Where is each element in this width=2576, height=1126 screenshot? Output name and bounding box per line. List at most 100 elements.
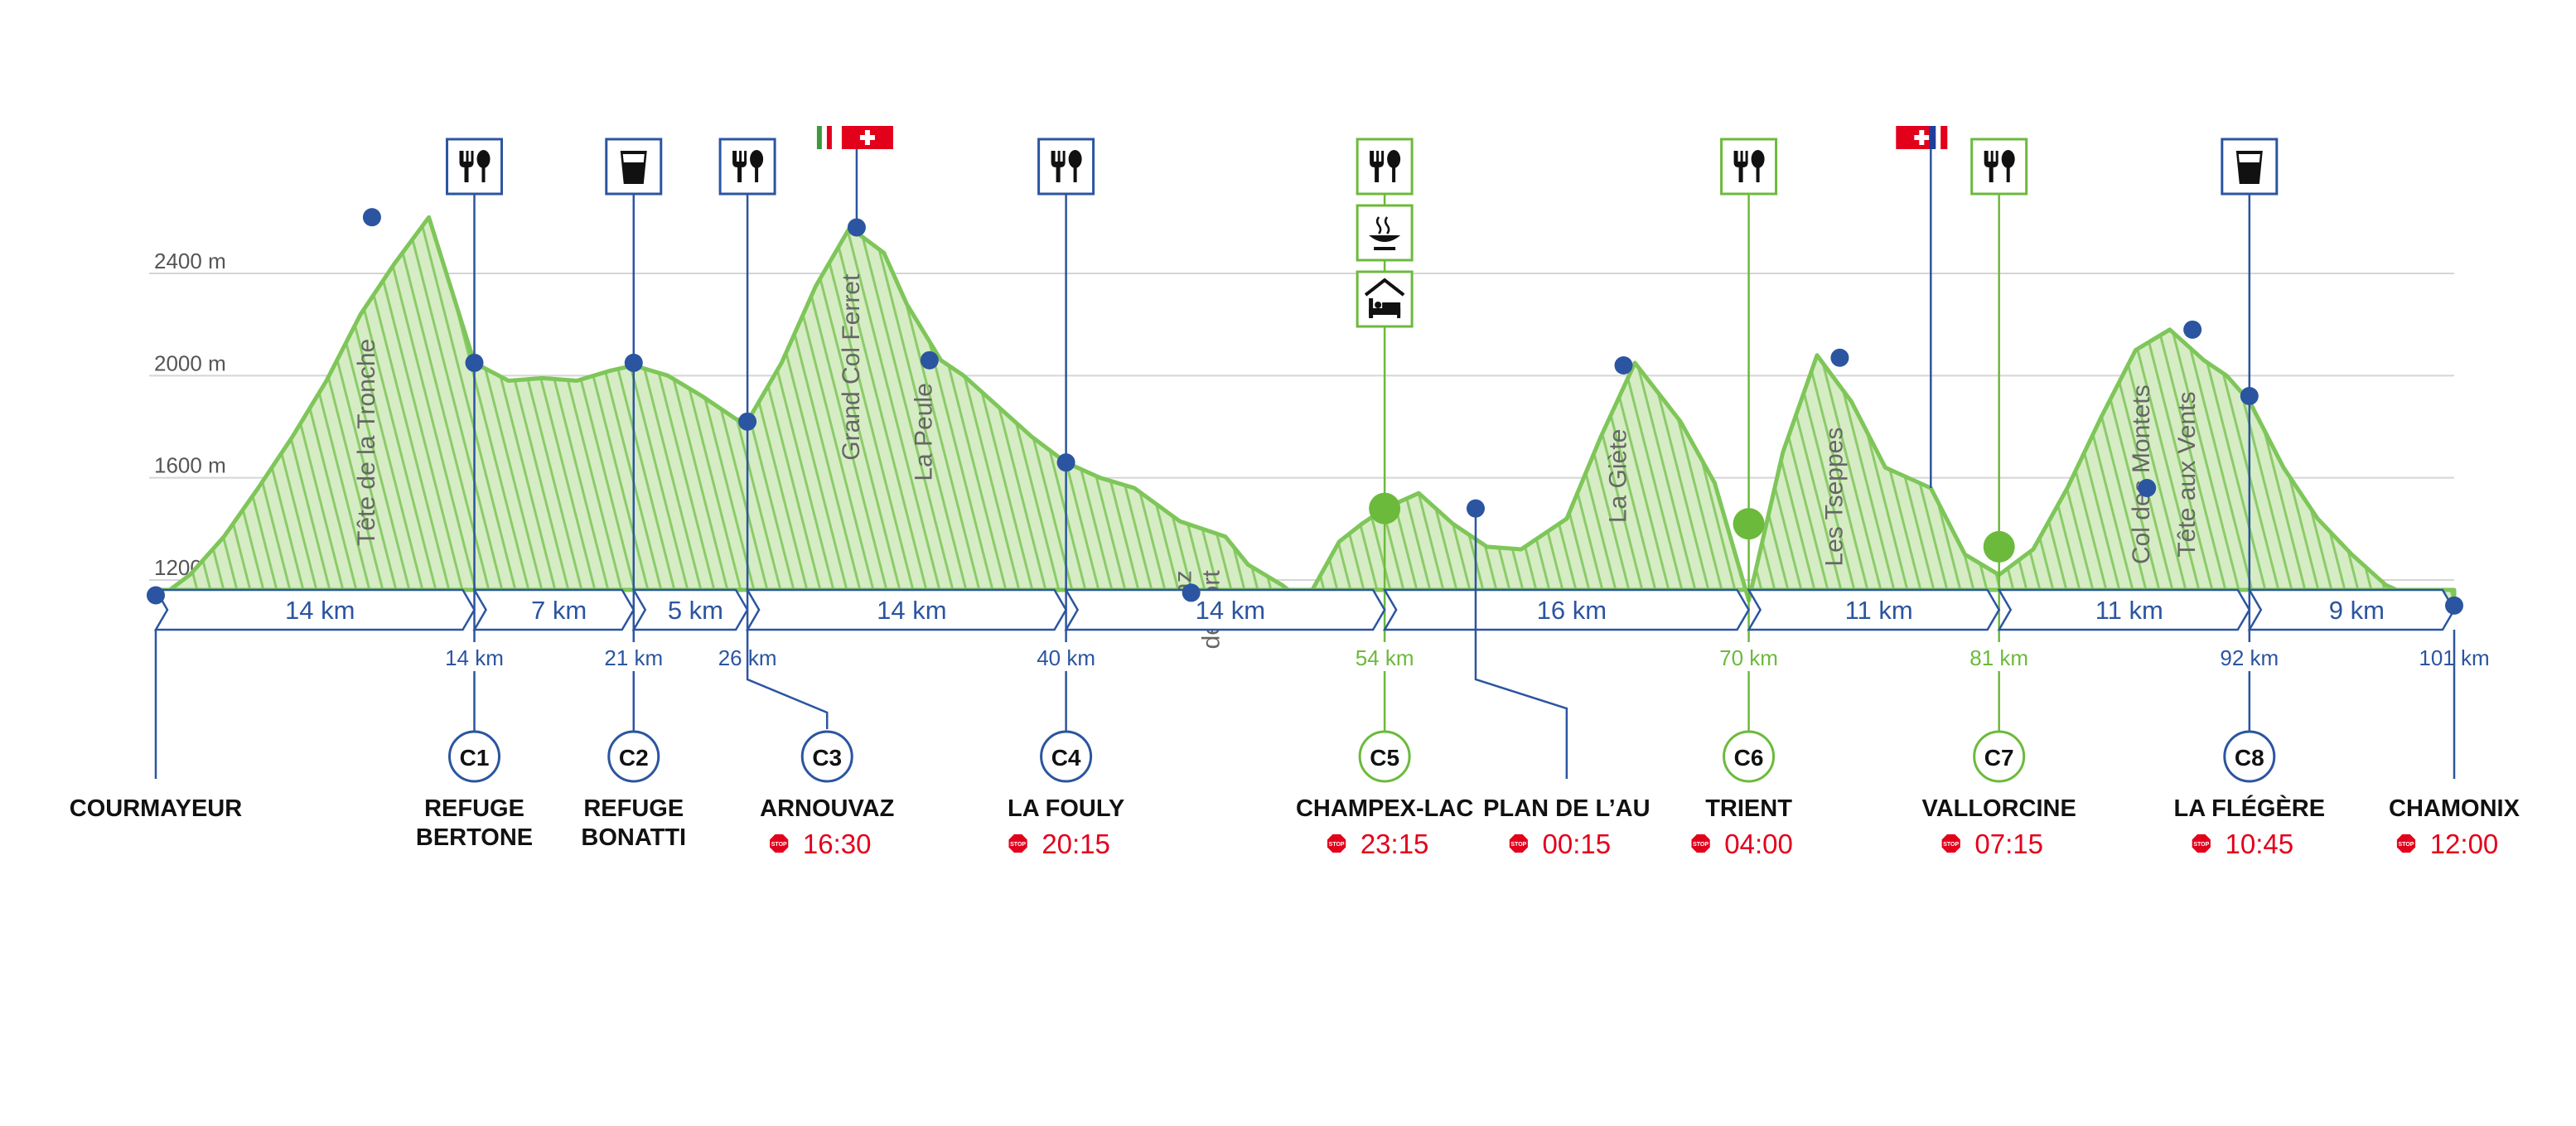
peak-label-text: La Peule — [911, 383, 938, 481]
cutoff-time-label: 12:00 — [2430, 829, 2499, 859]
pillow — [1375, 302, 1382, 308]
france-flag-white — [1936, 126, 1941, 149]
location-name: BERTONE — [416, 824, 533, 851]
station-icon-stack — [1037, 138, 1095, 196]
location: PLAN DE L’AU STOP 00:15 — [1483, 795, 1650, 859]
location-name: REFUGE — [583, 795, 684, 822]
hot-meal-icon-frame — [1356, 204, 1414, 262]
location-name: LA FOULY — [1008, 795, 1124, 822]
checkpoint-c4: C4 — [1040, 671, 1093, 783]
hatch-line — [2325, 217, 2428, 597]
hatch-line — [2512, 207, 2576, 597]
restaurant-icon-frame — [1720, 138, 1778, 196]
segment-label: 9 km — [2329, 596, 2385, 625]
peak-label-text: Tête de la Tronche — [353, 339, 380, 546]
y-tick-label: 1600 m — [154, 453, 226, 478]
segment-label: 14 km — [1196, 596, 1265, 625]
cutoff-time: STOP 16:30 — [770, 829, 872, 859]
hatch-line — [1251, 217, 1354, 597]
peak-label-text: Tête aux Vents — [2173, 392, 2201, 558]
location-name: CHAMPEX-LAC — [1296, 795, 1473, 822]
hatch-line — [2338, 217, 2441, 597]
border-flags — [1896, 126, 1948, 149]
checkpoint-circle — [607, 730, 660, 783]
restaurant-icon-frame — [1356, 138, 1414, 196]
location: CHAMPEX-LAC STOP 23:15 — [1296, 795, 1473, 859]
distance-marker: 40 km — [1037, 645, 1095, 670]
spoon-icon — [2001, 150, 2015, 168]
checkpoint-dot — [1369, 492, 1401, 524]
distance-segment — [1747, 588, 2001, 631]
location-name: BONATTI — [581, 824, 686, 851]
stop-icon — [770, 834, 789, 853]
spoon-handle — [2006, 166, 2010, 182]
location-name: REFUGE — [424, 795, 524, 822]
restaurant-icon-frame — [718, 138, 776, 196]
distance-marker: 81 km — [1969, 645, 2028, 670]
sleep-icon — [1364, 278, 1405, 318]
waypoints — [147, 208, 2463, 615]
restaurant-icon-frame — [1970, 138, 2028, 196]
waypoint-dot — [1614, 356, 1633, 375]
waypoint-dot — [738, 412, 757, 431]
checkpoint-c5: C5 — [1358, 671, 1411, 783]
segment-label: 11 km — [2095, 596, 2163, 625]
spoon-handle — [755, 166, 759, 182]
segment-label: 5 km — [668, 596, 723, 625]
segment-label: 7 km — [531, 596, 587, 625]
checkpoint-circle — [2223, 730, 2276, 783]
swiss-cross-v — [864, 130, 870, 145]
waypoint-dot — [362, 208, 381, 227]
hatch-line — [2418, 217, 2454, 597]
fork-icon — [459, 151, 474, 182]
hatch-line — [2486, 207, 2576, 597]
blanket — [1382, 302, 1401, 308]
hatch-line — [416, 217, 519, 597]
distance-marker: 70 km — [1719, 645, 1778, 670]
location-name: COURMAYEUR — [70, 795, 242, 822]
waypoint-dot — [1182, 583, 1201, 602]
checkpoint-dot — [1733, 508, 1765, 540]
waypoint-dot — [2240, 387, 2259, 405]
stop-icon-text: STOP — [1943, 842, 1959, 848]
stop-icon — [1941, 834, 1960, 853]
cutoff-time-label: 16:30 — [803, 829, 872, 859]
station-icon-stack — [605, 138, 663, 196]
hatch-line — [1238, 217, 1341, 597]
distance-marker: 21 km — [604, 645, 663, 670]
distance-segment — [631, 588, 749, 631]
hatch-line — [2378, 217, 2454, 597]
checkpoint-c1: C1 — [448, 671, 501, 783]
cutoff-time-label: 00:15 — [1543, 829, 1612, 859]
france-flag-icon — [1929, 126, 1936, 149]
waypoint-dot — [2445, 596, 2463, 615]
hatch-line — [2472, 207, 2572, 597]
stop-icon — [1691, 834, 1710, 853]
italy-flag-red — [826, 126, 832, 149]
distance-segment — [1997, 588, 2251, 631]
drink-icon — [620, 151, 647, 184]
segment-label: 16 km — [1537, 596, 1607, 625]
checkpoint-c7: C7 — [1973, 671, 2026, 783]
stop-icon-text: STOP — [2193, 842, 2209, 848]
hatch-line — [2499, 207, 2576, 597]
checkpoint-label: C5 — [1370, 745, 1399, 771]
steam-icon — [1384, 216, 1390, 234]
waypoint-dot — [1830, 348, 1849, 367]
hatch-line — [827, 217, 930, 597]
peak-label: La Peule — [911, 383, 938, 481]
segment-label: 14 km — [877, 596, 946, 625]
spoon-icon — [1068, 150, 1082, 168]
distance-segment — [153, 588, 476, 631]
location-name: TRIENT — [1705, 795, 1792, 822]
bed-base — [1369, 308, 1401, 315]
restaurant-icon-frame — [1037, 138, 1095, 196]
fork-icon — [1370, 151, 1385, 182]
cutoff-time: STOP 04:00 — [1691, 829, 1793, 859]
cutoff-time: STOP 10:45 — [2192, 829, 2293, 859]
peak-label: Tête aux Vents — [2173, 392, 2201, 558]
hatch-line — [1264, 217, 1367, 597]
spoon-bar — [1374, 247, 1396, 250]
spoon-icon — [476, 150, 491, 168]
